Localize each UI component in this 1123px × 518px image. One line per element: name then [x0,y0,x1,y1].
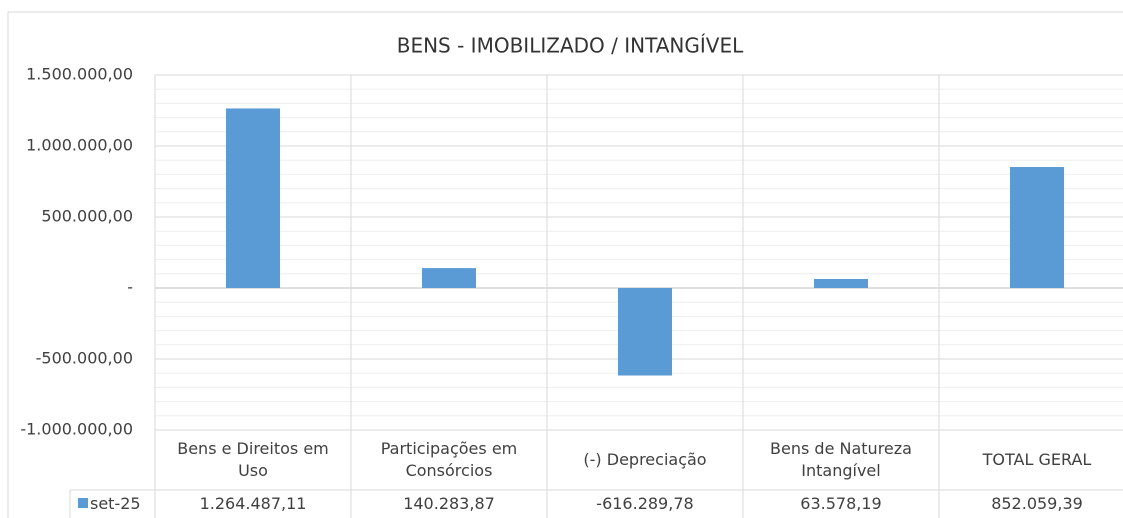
data-table-value: -616.289,78 [596,494,694,513]
category-label: TOTAL GERAL [982,450,1092,469]
data-table-value: 140.283,87 [403,494,495,513]
data-table-value: 852.059,39 [991,494,1083,513]
y-tick-label: 1.500.000,00 [26,65,133,84]
category-label: (-) Depreciação [583,450,707,469]
bar [1010,167,1064,288]
category-label: Bens e Direitos em Uso [177,439,329,480]
y-tick-label: - [127,278,133,297]
chart-border [7,11,1123,518]
category-label: Participações em Consórcios [380,439,518,480]
bar [422,268,476,288]
y-tick-label: 1.000.000,00 [26,136,133,155]
legend-key [78,498,88,508]
data-table-value: 63.578,19 [800,494,882,513]
y-tick-label: 500.000,00 [41,207,133,226]
y-tick-label: -500.000,00 [36,349,133,368]
data-table-value: 1.264.487,11 [199,494,307,513]
chart-title: BENS - IMOBILIZADO / INTANGÍVEL [397,34,744,58]
legend-label: set-25 [90,494,141,513]
y-tick-label: -1.000.000,00 [20,420,133,439]
bar [618,288,672,376]
category-label: Bens de Natureza Intangível [770,439,912,480]
bar [226,108,280,288]
bar [814,278,868,288]
